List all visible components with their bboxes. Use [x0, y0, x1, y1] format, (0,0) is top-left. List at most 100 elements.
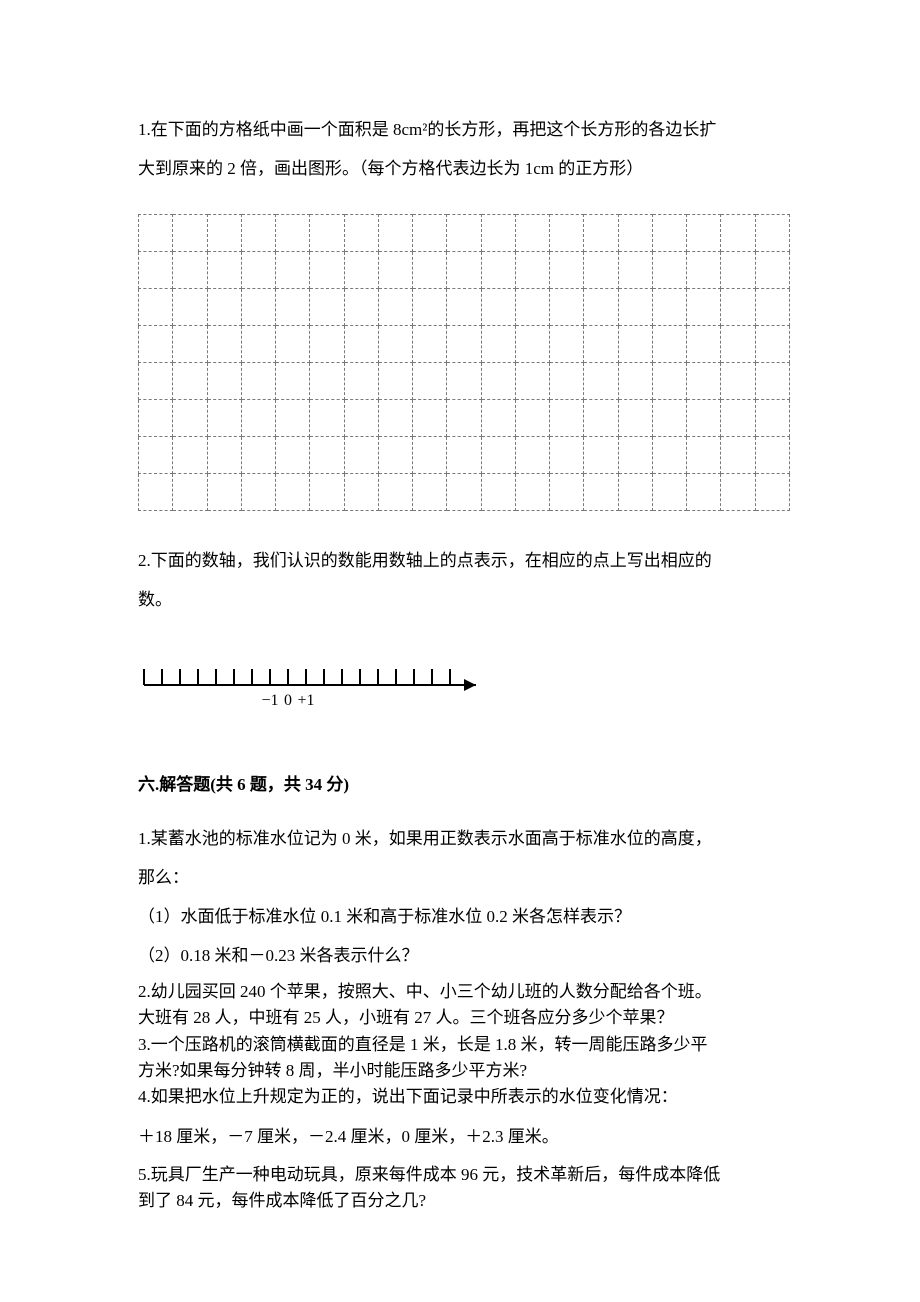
s6-p1-b: 那么：: [138, 858, 790, 897]
grid-cell: [481, 289, 515, 326]
number-line: −10+1: [138, 661, 790, 729]
grid-cell: [241, 252, 275, 289]
grid-cell: [652, 289, 686, 326]
grid-cell: [207, 289, 241, 326]
grid-cell: [687, 437, 721, 474]
grid-cell: [721, 252, 755, 289]
grid-cell: [515, 289, 549, 326]
grid-cell: [310, 252, 344, 289]
s6-p3-b: 方米?如果每分钟转 8 周，半小时能压路多少平方米?: [138, 1058, 790, 1084]
grid-cell: [755, 474, 790, 511]
grid-cell: [618, 363, 652, 400]
grid-cell: [378, 363, 412, 400]
grid-cell: [139, 252, 173, 289]
grid-cell: [173, 326, 207, 363]
svg-text:+1: +1: [297, 692, 314, 709]
grid-cell: [652, 252, 686, 289]
grid-cell: [584, 289, 618, 326]
grid-cell: [173, 437, 207, 474]
grid-cell: [652, 400, 686, 437]
grid-cell: [584, 437, 618, 474]
grid-cell: [413, 252, 447, 289]
grid-cell: [344, 252, 378, 289]
grid-cell: [584, 363, 618, 400]
grid-cell: [413, 400, 447, 437]
grid-cell: [173, 400, 207, 437]
grid-cell: [378, 437, 412, 474]
grid-cell: [173, 289, 207, 326]
grid-cell: [550, 437, 584, 474]
grid-cell: [515, 363, 549, 400]
grid-cell: [207, 363, 241, 400]
grid-cell: [755, 326, 790, 363]
grid-cell: [310, 363, 344, 400]
grid-cell: [447, 289, 481, 326]
s6-p4-a: 4.如果把水位上升规定为正的，说出下面记录中所表示的水位变化情况：: [138, 1084, 790, 1110]
grid-cell: [413, 437, 447, 474]
grid-cell: [276, 215, 310, 252]
grid-cell: [652, 437, 686, 474]
grid-cell: [550, 252, 584, 289]
grid-cell: [241, 326, 275, 363]
grid-cell: [755, 289, 790, 326]
grid-cell: [515, 400, 549, 437]
grid-cell: [721, 289, 755, 326]
s6-p1-sub2: （2）0.18 米和－0.23 米各表示什么？: [138, 936, 790, 975]
grid-cell: [550, 400, 584, 437]
grid-cell: [618, 474, 652, 511]
grid-cell: [687, 363, 721, 400]
grid-cell: [652, 474, 686, 511]
grid-cell: [276, 289, 310, 326]
grid-cell: [276, 437, 310, 474]
question-2-line-2: 数。: [138, 580, 790, 619]
grid-table: [138, 214, 790, 511]
grid-cell: [241, 474, 275, 511]
grid-cell: [721, 363, 755, 400]
grid-cell: [447, 437, 481, 474]
grid-cell: [652, 215, 686, 252]
grid-cell: [139, 215, 173, 252]
grid-cell: [550, 363, 584, 400]
question-1-line-1: 1.在下面的方格纸中画一个面积是 8cm²的长方形，再把这个长方形的各边长扩: [138, 110, 790, 149]
grid-cell: [755, 363, 790, 400]
grid-cell: [515, 474, 549, 511]
grid-cell: [550, 289, 584, 326]
grid-cell: [276, 474, 310, 511]
grid-cell: [481, 326, 515, 363]
grid-cell: [550, 474, 584, 511]
grid-cell: [378, 400, 412, 437]
grid-cell: [207, 437, 241, 474]
grid-cell: [139, 289, 173, 326]
grid-cell: [276, 326, 310, 363]
grid-cell: [618, 215, 652, 252]
number-line-svg: −10+1: [138, 661, 486, 715]
grid-cell: [173, 252, 207, 289]
grid-cell: [344, 437, 378, 474]
grid-cell: [481, 252, 515, 289]
grid-cell: [241, 363, 275, 400]
grid-cell: [618, 400, 652, 437]
grid-cell: [652, 326, 686, 363]
grid-cell: [241, 400, 275, 437]
svg-text:−1: −1: [261, 692, 278, 709]
grid-cell: [755, 437, 790, 474]
grid-cell: [618, 289, 652, 326]
grid-cell: [207, 474, 241, 511]
grid-cell: [721, 400, 755, 437]
grid-cell: [687, 215, 721, 252]
grid-cell: [310, 326, 344, 363]
grid-cell: [447, 400, 481, 437]
page: 1.在下面的方格纸中画一个面积是 8cm²的长方形，再把这个长方形的各边长扩 大…: [0, 0, 920, 1302]
grid-cell: [515, 326, 549, 363]
grid-cell: [310, 400, 344, 437]
s6-p1-sub1: （1）水面低于标准水位 0.1 米和高于标准水位 0.2 米各怎样表示？: [138, 897, 790, 936]
grid-cell: [139, 437, 173, 474]
grid-cell: [413, 326, 447, 363]
grid-cell: [378, 289, 412, 326]
grid-cell: [344, 215, 378, 252]
grid-cell: [515, 437, 549, 474]
grid-cell: [276, 252, 310, 289]
grid-cell: [310, 215, 344, 252]
grid-cell: [139, 474, 173, 511]
grid-cell: [344, 289, 378, 326]
